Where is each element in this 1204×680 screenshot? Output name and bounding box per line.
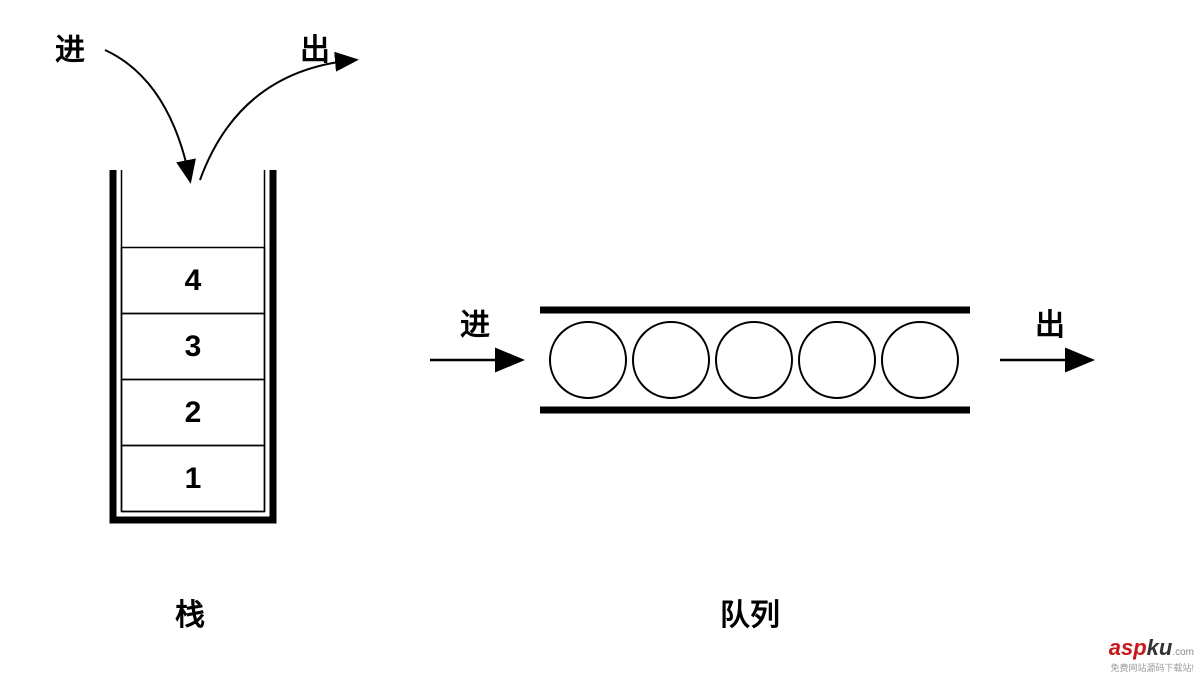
queue-item	[716, 322, 792, 398]
queue-item	[799, 322, 875, 398]
stack-label-in: 进	[55, 25, 85, 69]
stack-arrow-out	[200, 60, 355, 180]
stack-cell-label: 3	[185, 330, 202, 363]
stack-arrow-in	[105, 50, 190, 180]
stack-cell-label: 2	[185, 396, 202, 429]
stack-title: 栈	[175, 590, 205, 634]
stack-label-out: 出	[300, 25, 330, 69]
stack-container: 4 3 2 1	[110, 170, 277, 520]
watermark: aspku.com 免费网站源码下载站!	[1109, 635, 1194, 674]
watermark-brand-b: ku	[1147, 635, 1173, 660]
queue-item	[633, 322, 709, 398]
watermark-brand-a: asp	[1109, 635, 1147, 660]
queue-item	[550, 322, 626, 398]
queue-item	[882, 322, 958, 398]
queue-container	[540, 310, 970, 410]
queue-label-out: 出	[1035, 300, 1065, 344]
diagram-canvas: 4 3 2 1	[0, 0, 1204, 680]
stack-cell-label: 4	[185, 264, 202, 297]
queue-title: 队列	[720, 590, 780, 634]
watermark-sub: 免费网站源码下载站!	[1109, 661, 1194, 674]
watermark-tld: .com	[1172, 647, 1194, 658]
stack-cell-label: 1	[185, 462, 202, 495]
queue-label-in: 进	[460, 300, 490, 344]
